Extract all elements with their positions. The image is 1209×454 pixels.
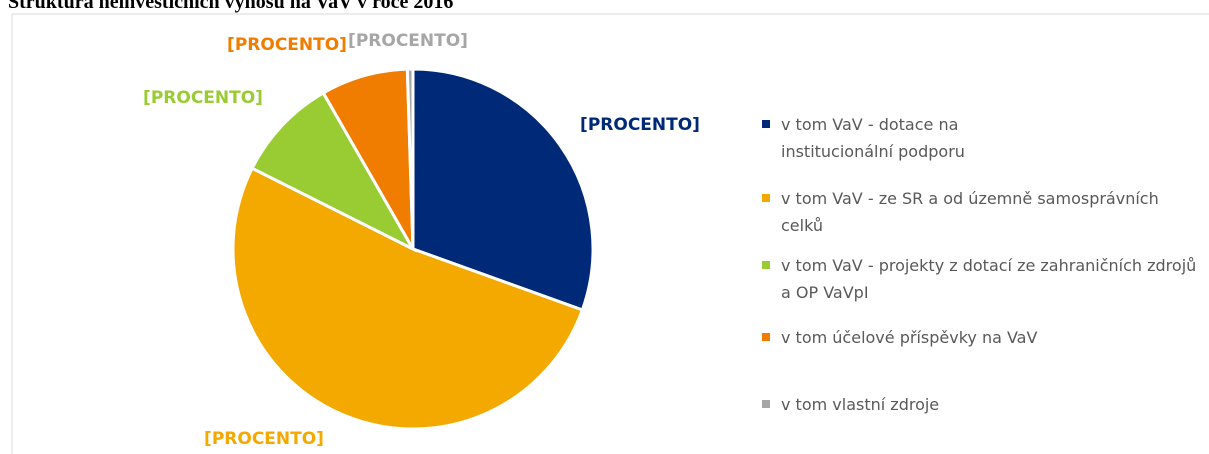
legend-line: institucionální podporu: [781, 142, 965, 161]
legend-line: v tom VaV - dotace na: [781, 115, 958, 134]
legend-line: v tom VaV - ze SR a od územně samosprávn…: [781, 189, 1159, 208]
legend-label: v tom VaV - projekty z dotací ze zahrani…: [781, 256, 1196, 302]
legend-line: v tom účelové příspěvky na VaV: [781, 328, 1037, 347]
data-label: [PROCENTO]: [580, 115, 700, 135]
legend-line: v tom VaV - projekty z dotací ze zahrani…: [781, 256, 1196, 275]
data-label: [PROCENTO]: [143, 88, 263, 108]
legend-line: a OP VaVpI: [781, 283, 869, 302]
legend-marker: [762, 194, 770, 202]
legend-label: v tom účelové příspěvky na VaV: [781, 328, 1037, 347]
pie-slice: [231, 166, 585, 431]
legend-marker: [762, 333, 770, 341]
pie-slice: [411, 67, 595, 312]
legend-marker: [762, 400, 770, 408]
pie-slice: [405, 67, 415, 250]
data-label: [PROCENTO]: [348, 31, 468, 51]
legend-line: v tom vlastní zdroje: [781, 395, 939, 414]
data-label: [PROCENTO]: [204, 429, 324, 449]
legend-marker: [762, 261, 770, 269]
pie-slice: [250, 90, 417, 253]
chart-title: Struktura neinvestičních výnosů na VaV v…: [8, 0, 453, 13]
data-label: [PROCENTO]: [227, 35, 347, 55]
legend-marker: [762, 120, 770, 128]
legend-label: v tom VaV - dotace na institucionální pod…: [781, 115, 965, 161]
legend-label: v tom VaV - ze SR a od územně samosprávn…: [781, 189, 1159, 235]
legend-line: celků: [781, 216, 823, 235]
legend-label: v tom vlastní zdroje: [781, 395, 939, 414]
